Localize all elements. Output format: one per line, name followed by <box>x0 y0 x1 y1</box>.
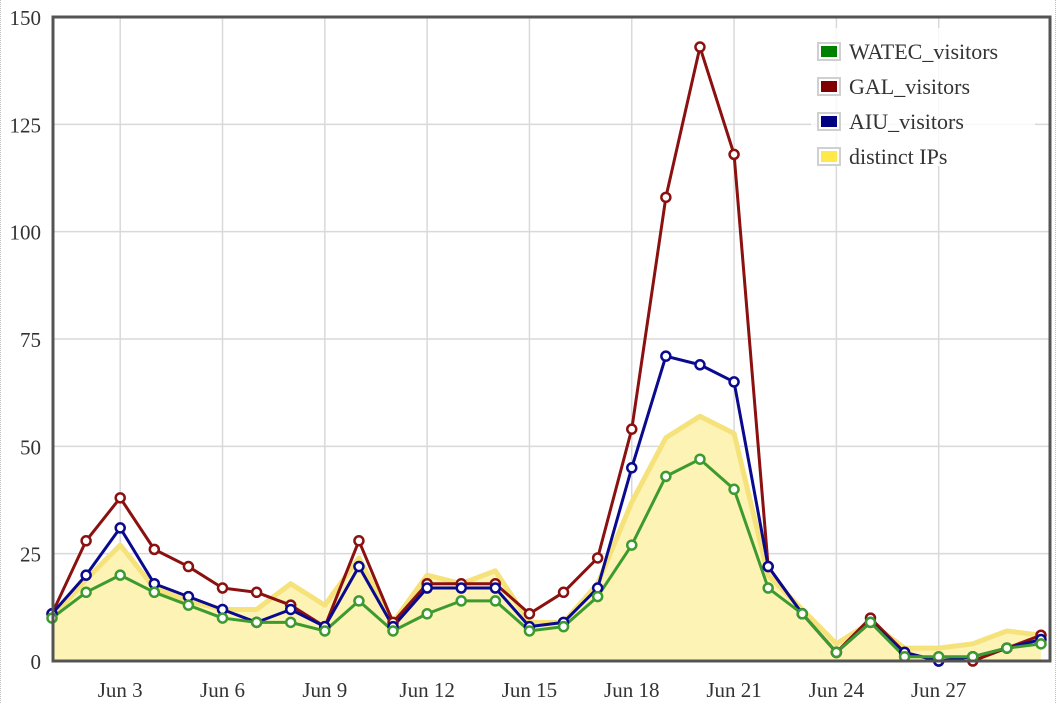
legend-item-aiu[interactable]: AIU_visitors <box>817 104 1029 139</box>
point-aiu-visitors[interactable] <box>421 582 433 594</box>
y-tick-label: 150 <box>10 6 42 30</box>
point-watec-visitors[interactable] <box>864 616 877 629</box>
grid-lines <box>53 17 1050 661</box>
point-watec-visitors[interactable] <box>489 595 502 607</box>
point-watec-visitors[interactable] <box>523 625 536 637</box>
point-watec-visitors[interactable] <box>353 595 365 607</box>
legend-item-watec[interactable]: WATEC_visitors <box>817 34 1029 69</box>
point-aiu-visitors[interactable] <box>114 522 126 534</box>
point-gal-visitors[interactable] <box>694 41 706 53</box>
x-tick-label: Jun 3 <box>98 678 143 702</box>
y-tick-label: 125 <box>10 113 42 137</box>
x-axis-ticks: Jun 3 Jun 6 Jun 9 Jun 12 Jun 15 Jun 18 Jun 21 J… <box>98 678 967 702</box>
point-aiu-visitors[interactable] <box>728 376 740 388</box>
point-watec-visitors[interactable] <box>148 586 161 599</box>
point-watec-visitors[interactable] <box>455 595 467 607</box>
point-watec-visitors[interactable] <box>694 453 706 465</box>
y-tick-label: 50 <box>20 435 41 459</box>
area-fills <box>52 416 1041 661</box>
series-lines <box>50 45 1042 663</box>
point-watec-visitors[interactable] <box>182 599 195 611</box>
y-tick-label: 0 <box>31 650 42 674</box>
point-watec-visitors[interactable] <box>728 483 740 496</box>
point-aiu-visitors[interactable] <box>80 569 92 581</box>
point-gal-visitors[interactable] <box>626 423 638 435</box>
point-gal-visitors[interactable] <box>216 582 229 594</box>
x-tick-label: Jun 24 <box>809 678 865 702</box>
x-tick-label: Jun 9 <box>302 678 347 702</box>
point-watec-visitors[interactable] <box>762 582 774 594</box>
y-tick-label: 75 <box>20 328 41 352</box>
point-aiu-visitors[interactable] <box>455 582 467 594</box>
point-aiu-visitors[interactable] <box>284 603 297 616</box>
point-gal-visitors[interactable] <box>523 608 536 620</box>
point-gal-visitors[interactable] <box>148 543 161 556</box>
point-aiu-visitors[interactable] <box>660 350 672 362</box>
point-watec-visitors[interactable] <box>80 586 92 599</box>
point-watec-visitors[interactable] <box>114 569 126 581</box>
point-aiu-visitors[interactable] <box>762 560 774 573</box>
legend-label-watec: WATEC_visitors <box>849 38 999 64</box>
x-tick-label: Jun 15 <box>502 678 557 702</box>
point-watec-visitors[interactable] <box>284 616 297 629</box>
point-aiu-visitors[interactable] <box>694 359 706 371</box>
legend-label-distinct-ips: distinct IPs <box>849 143 948 169</box>
point-watec-visitors[interactable] <box>250 616 263 629</box>
plot-frame <box>51 15 1052 663</box>
legend-item-gal[interactable]: GAL_visitors <box>817 69 1029 104</box>
y-axis-ticks: 0 25 50 75 100 125 150 <box>10 6 42 674</box>
point-gal-visitors[interactable] <box>557 586 570 599</box>
point-aiu-visitors[interactable] <box>353 560 365 573</box>
point-watec-visitors[interactable] <box>626 539 638 551</box>
x-tick-label: Jun 12 <box>399 678 454 702</box>
legend-swatch-distinct-ips <box>817 147 841 166</box>
point-gal-visitors[interactable] <box>182 560 195 573</box>
y-tick-label: 100 <box>10 221 42 245</box>
point-gal-visitors[interactable] <box>591 552 604 564</box>
point-watec-visitors[interactable] <box>319 625 331 637</box>
point-watec-visitors[interactable] <box>1001 642 1013 654</box>
point-watec-visitors[interactable] <box>1035 638 1047 650</box>
y-tick-label: 25 <box>20 543 41 567</box>
point-watec-visitors[interactable] <box>387 625 399 637</box>
legend-swatch-watec <box>817 42 841 61</box>
point-gal-visitors[interactable] <box>728 148 740 161</box>
point-gal-visitors[interactable] <box>80 535 92 547</box>
point-watec-visitors[interactable] <box>591 590 604 603</box>
legend-swatch-aiu <box>817 112 841 131</box>
x-tick-label: Jun 6 <box>200 678 245 702</box>
point-watec-visitors[interactable] <box>660 470 672 483</box>
legend-label-aiu: AIU_visitors <box>849 108 964 134</box>
line-gal-visitors <box>50 45 1042 663</box>
area-distinct-ips <box>52 416 1041 661</box>
legend-label-gal: GAL_visitors <box>849 73 970 99</box>
x-tick-label: Jun 18 <box>604 678 659 702</box>
point-watec-visitors[interactable] <box>216 612 229 624</box>
point-watec-visitors[interactable] <box>557 620 570 633</box>
point-aiu-visitors[interactable] <box>626 462 638 474</box>
legend: WATEC_visitors GAL_visitors AIU_visitors… <box>811 28 1035 169</box>
legend-item-distinct-ips[interactable]: distinct IPs <box>817 139 1029 174</box>
point-gal-visitors[interactable] <box>353 535 365 547</box>
point-watec-visitors[interactable] <box>421 608 433 620</box>
point-gal-visitors[interactable] <box>114 492 126 504</box>
point-watec-visitors[interactable] <box>796 608 809 620</box>
point-aiu-visitors[interactable] <box>489 582 502 594</box>
x-tick-label: Jun 27 <box>911 678 966 702</box>
point-watec-visitors[interactable] <box>830 646 843 659</box>
point-gal-visitors[interactable] <box>660 191 672 204</box>
point-gal-visitors[interactable] <box>250 586 263 599</box>
series-points <box>46 41 1047 667</box>
legend-swatch-gal <box>817 77 841 96</box>
line-watec-visitors <box>51 457 1042 659</box>
x-tick-label: Jun 21 <box>706 678 761 702</box>
